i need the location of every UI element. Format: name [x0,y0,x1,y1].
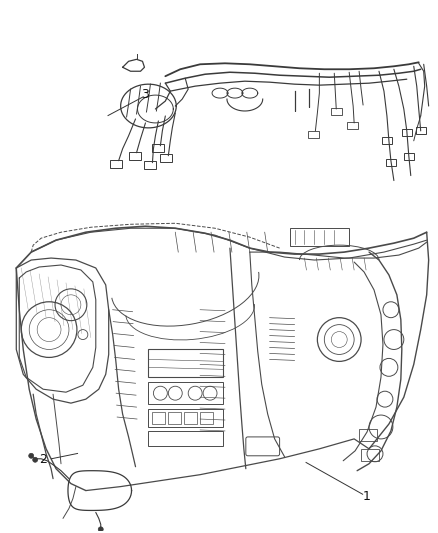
Bar [148,350,223,377]
Text: 2: 2 [39,453,47,466]
Bar [152,412,165,424]
Bar [359,429,377,441]
Bar [160,154,172,161]
Bar [416,127,426,134]
Bar [129,152,141,160]
Bar [148,409,223,427]
Bar [404,153,414,160]
Bar [200,412,213,424]
Circle shape [29,453,34,458]
Bar [168,412,181,424]
Bar [184,412,197,424]
Bar [402,129,412,136]
Bar [152,144,164,152]
Bar [361,449,379,461]
Bar [308,131,319,138]
Bar [382,137,392,144]
Bar [148,431,223,446]
Circle shape [33,457,38,462]
Circle shape [98,527,103,532]
Bar [145,160,156,168]
Bar [148,382,223,404]
Bar [347,122,358,129]
Bar [290,228,349,246]
Text: 3: 3 [141,88,149,101]
Text: 1: 1 [363,490,371,503]
Bar [386,159,396,166]
Bar [331,108,342,115]
Bar [110,160,122,168]
